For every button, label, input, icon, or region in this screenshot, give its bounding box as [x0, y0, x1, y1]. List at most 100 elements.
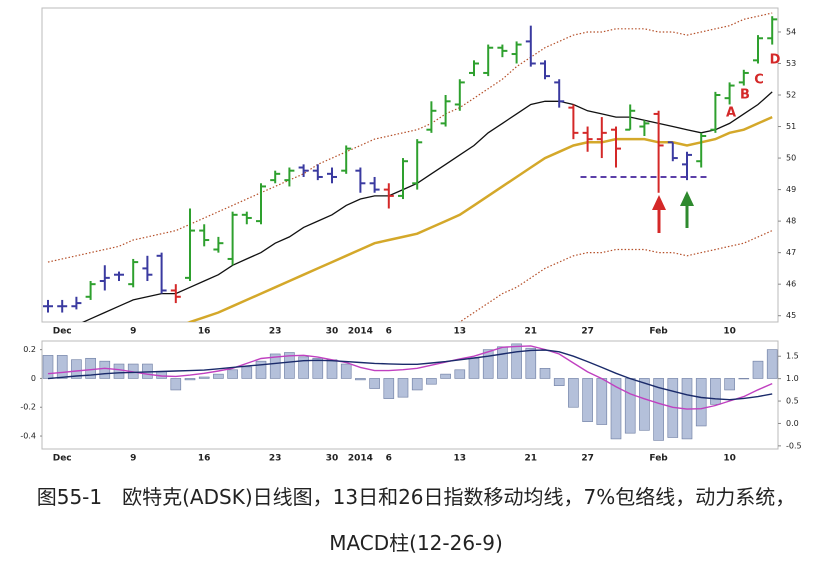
y-tick-label: -0.4: [20, 432, 36, 441]
x-tick-label: 13: [454, 454, 467, 464]
histogram-bar: [397, 378, 409, 398]
x-tick-label: 16: [198, 327, 211, 337]
histogram-bar: [468, 357, 480, 379]
annotation: C: [754, 73, 764, 88]
x-tick-label: 2014: [348, 454, 373, 464]
histogram-bar: [312, 357, 324, 379]
histogram-bar: [156, 370, 167, 379]
histogram-bar: [170, 378, 182, 391]
histogram-bar: [440, 373, 451, 379]
histogram-bar: [482, 349, 494, 379]
y-tick-label: 53: [786, 59, 796, 68]
histogram-bar: [284, 352, 295, 379]
line-series: [186, 115, 773, 322]
line-series: [47, 345, 773, 410]
macd-plot: [42, 343, 778, 441]
histogram-bar: [624, 378, 636, 434]
histogram-bar: [724, 378, 735, 391]
histogram-bar: [184, 378, 196, 381]
x-tick-label: 23: [269, 327, 282, 337]
histogram-bar: [42, 355, 54, 379]
histogram-bar: [752, 360, 764, 379]
y-tick-label: 50: [786, 154, 796, 163]
x-tick-label: 6: [386, 327, 392, 337]
y-tick-label: 0.2: [23, 345, 36, 354]
histogram-bar: [340, 363, 352, 379]
histogram-bar: [653, 378, 664, 441]
histogram-bar: [695, 378, 707, 427]
y-tick-label: 0.5: [786, 397, 799, 406]
x-tick-label: 27: [581, 327, 594, 337]
price-panel: [41, 7, 779, 323]
annotation: D: [770, 53, 781, 68]
y-tick-label: 48: [786, 217, 796, 226]
histogram-bar: [198, 376, 210, 379]
histogram-bar: [269, 353, 281, 379]
x-tick-label: 2014: [348, 327, 373, 337]
annotation: B: [740, 88, 750, 103]
y-tick-label: 46: [786, 280, 796, 289]
y-tick-label: 1.5: [786, 352, 799, 361]
histogram-bar: [56, 355, 68, 379]
histogram-bar: [213, 373, 224, 379]
histogram-bar: [582, 378, 593, 422]
x-tick-label: 21: [525, 454, 538, 464]
histogram-bar: [255, 360, 267, 379]
x-tick-label: 10: [723, 454, 736, 464]
y-tick-label: 52: [786, 91, 796, 100]
y-tick-label: 51: [786, 122, 796, 131]
caption: 图55-1 欧特克(ADSK)日线图，13日和26日指数移动均线，7%包络线，动…: [36, 485, 796, 555]
histogram-bar: [710, 378, 721, 405]
histogram-bar: [298, 356, 309, 379]
x-tick-label: 16: [198, 454, 211, 464]
y-tick-label: 0.0: [786, 419, 799, 428]
line-series: [81, 91, 773, 322]
price-plot: [43, 12, 778, 322]
histogram-bar: [326, 359, 338, 379]
histogram-bar: [539, 368, 551, 379]
y-tick-label: -0.5: [786, 441, 802, 450]
x-tick-label: 30: [326, 327, 339, 337]
x-tick-label: 13: [454, 327, 467, 337]
histogram-bar: [426, 378, 437, 385]
y-tick-label: 1.0: [786, 374, 799, 383]
x-tick-label: 9: [130, 327, 136, 337]
x-tick-label: Dec: [53, 327, 72, 337]
histogram-bar: [99, 360, 111, 379]
histogram-bar: [113, 363, 125, 379]
histogram-bar: [596, 378, 608, 425]
annotation: A: [726, 106, 736, 121]
x-tick-label: Feb: [649, 327, 668, 337]
histogram-bar: [85, 357, 96, 379]
x-tick-label: 21: [525, 327, 538, 337]
y-tick-label: 47: [786, 248, 796, 257]
histogram-bar: [525, 347, 537, 379]
y-tick-label: 45: [786, 311, 796, 320]
histogram-bar: [454, 369, 466, 379]
histogram-bar: [766, 349, 778, 379]
x-tick-label: 30: [326, 454, 339, 464]
x-tick-label: 23: [269, 454, 282, 464]
histogram-bar: [227, 369, 238, 379]
y-tick-label: 49: [786, 185, 796, 194]
histogram-bar: [71, 359, 82, 379]
y-tick-label: -0.2: [20, 403, 36, 412]
arrow-green: [680, 191, 694, 228]
arrow-red: [652, 195, 666, 233]
histogram-bar: [369, 378, 380, 389]
y-tick-label: 54: [786, 27, 796, 36]
x-tick-label: 9: [130, 454, 136, 464]
histogram-bar: [411, 378, 423, 391]
histogram-bar: [553, 378, 565, 386]
line-series: [47, 349, 773, 401]
histogram-bar: [511, 343, 522, 379]
x-tick-label: 10: [723, 327, 736, 337]
x-tick-label: Dec: [53, 454, 72, 464]
histogram-bar: [241, 366, 253, 379]
histogram-bar: [568, 378, 579, 408]
chart: A B C D 45 46 47 48 49 50 51 52 53 54 Dec 9 16 23 30 20…: [20, 7, 802, 464]
histogram-bar: [497, 346, 508, 379]
histogram-bar: [383, 378, 395, 399]
histogram-bar: [639, 378, 650, 431]
